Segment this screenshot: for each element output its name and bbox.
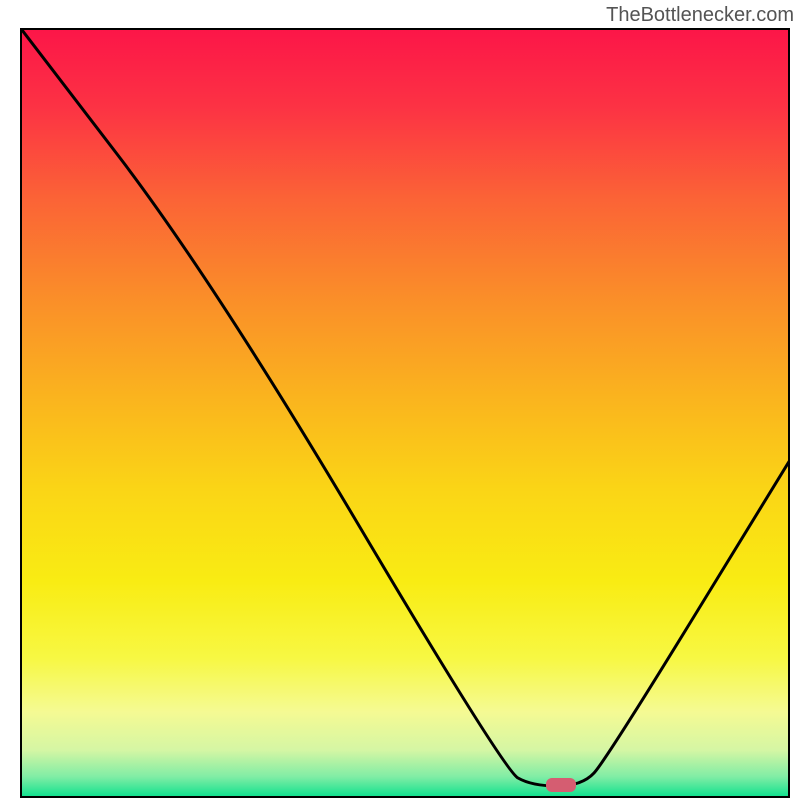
bottleneck-curve [22,30,788,796]
bottleneck-chart [20,28,790,798]
sweet-spot-marker [546,778,576,792]
watermark-text: TheBottlenecker.com [606,4,794,27]
